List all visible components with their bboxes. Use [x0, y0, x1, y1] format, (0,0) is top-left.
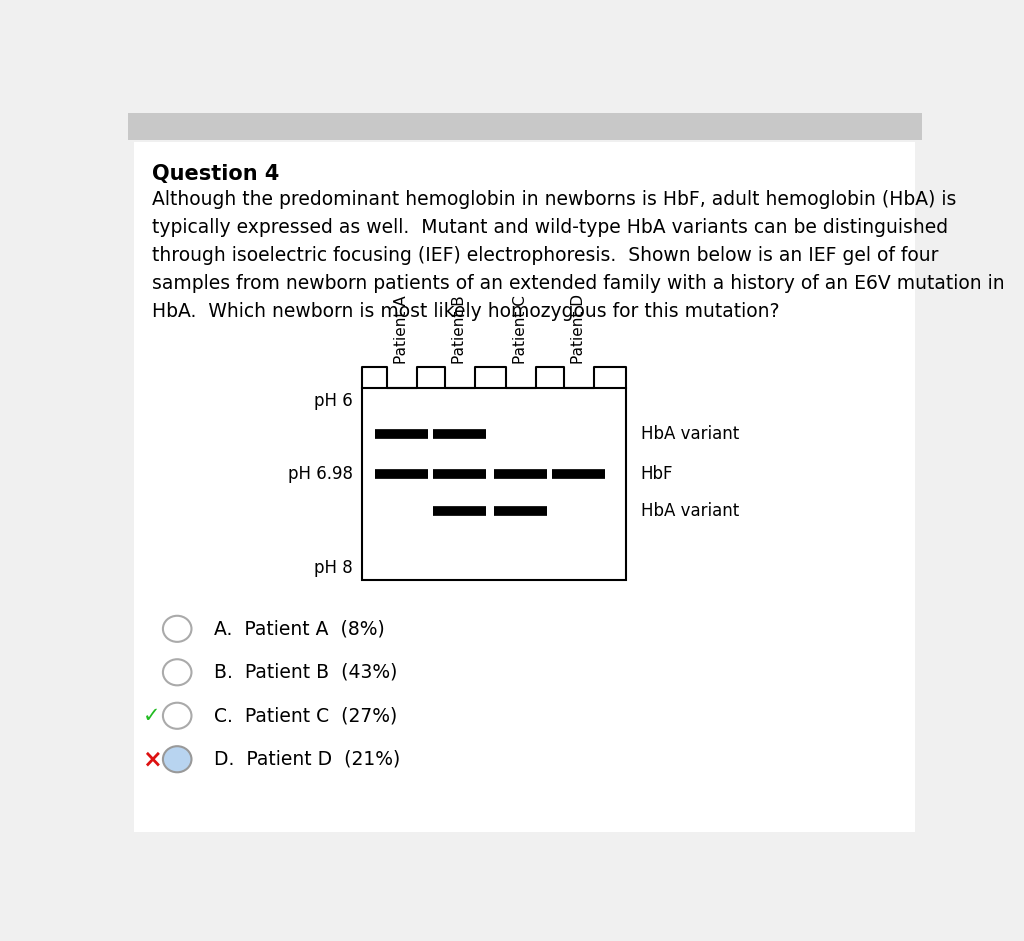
Text: pH 8: pH 8 — [313, 559, 352, 577]
Text: B.  Patient B  (43%): B. Patient B (43%) — [214, 662, 397, 682]
Text: HbA variant: HbA variant — [641, 502, 739, 520]
Circle shape — [163, 703, 191, 728]
Bar — [362, 389, 627, 581]
Circle shape — [163, 746, 191, 773]
Circle shape — [163, 660, 191, 685]
Text: Patient D: Patient D — [571, 294, 587, 363]
Text: pH 6: pH 6 — [313, 391, 352, 409]
Text: pH 6.98: pH 6.98 — [288, 465, 352, 483]
Text: HbA variant: HbA variant — [641, 425, 739, 443]
Text: ×: × — [142, 747, 162, 772]
Text: Question 4: Question 4 — [152, 164, 280, 183]
Text: A.  Patient A  (8%): A. Patient A (8%) — [214, 619, 384, 638]
Text: Patient C: Patient C — [513, 295, 528, 363]
Text: C.  Patient C  (27%): C. Patient C (27%) — [214, 707, 397, 726]
Text: Patient B: Patient B — [453, 295, 467, 363]
Circle shape — [163, 615, 191, 642]
Text: D.  Patient D  (21%): D. Patient D (21%) — [214, 750, 400, 769]
Text: Although the predominant hemoglobin in newborns is HbF, adult hemoglobin (HbA) i: Although the predominant hemoglobin in n… — [152, 190, 1005, 322]
Text: HbF: HbF — [641, 465, 673, 483]
Text: Patient A: Patient A — [394, 295, 410, 363]
Text: ✓: ✓ — [143, 706, 161, 726]
Bar — [128, 113, 922, 139]
